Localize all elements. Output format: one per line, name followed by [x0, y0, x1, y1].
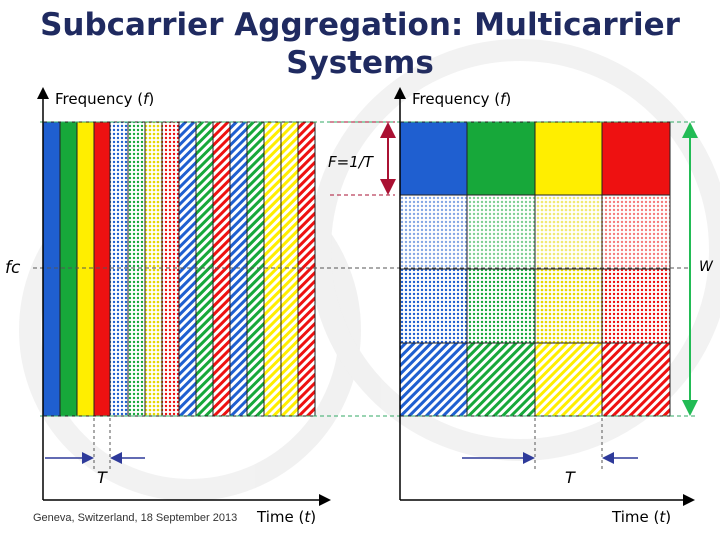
title-line-1: Subcarrier Aggregation: Multicarrier	[40, 7, 680, 43]
left-strip	[196, 122, 213, 416]
left-strip	[179, 122, 196, 416]
right-axes	[394, 87, 695, 506]
left-strip	[110, 122, 128, 416]
left-strip	[162, 122, 179, 416]
right-period-marker	[462, 418, 638, 470]
grid-cell	[467, 122, 535, 195]
right-period-label: T	[565, 468, 576, 487]
left-y-axis-label: Frequency (f)	[55, 90, 154, 108]
spacing-label: F=1/T	[328, 153, 375, 171]
right-subcarrier-grid	[399, 121, 671, 417]
left-strip	[60, 122, 77, 416]
grid-cell	[535, 269, 602, 343]
left-strip	[94, 122, 110, 416]
grid-cell	[535, 343, 602, 416]
bandwidth-label: W	[699, 259, 714, 275]
left-x-axis-label: Time (t)	[256, 508, 316, 526]
left-period-marker	[45, 418, 145, 470]
left-strip	[298, 122, 315, 416]
left-strip	[213, 122, 230, 416]
left-strip	[230, 122, 247, 416]
grid-cell	[535, 195, 602, 269]
grid-cell	[535, 122, 602, 195]
right-x-axis-label: Time (t)	[611, 508, 671, 526]
slide-title: Subcarrier Aggregation: Multicarrier Sys…	[0, 6, 720, 82]
title-line-2: Systems	[286, 45, 434, 81]
grid-cell	[400, 195, 467, 269]
grid-cell	[467, 269, 535, 343]
left-subcarrier-strips	[42, 121, 316, 417]
grid-cell	[467, 195, 535, 269]
right-y-axis-label: Frequency (f)	[412, 90, 511, 108]
grid-cell	[602, 122, 670, 195]
left-period-label: T	[97, 468, 108, 487]
left-strip	[281, 122, 298, 416]
grid-cell	[400, 269, 467, 343]
left-axes	[37, 87, 331, 506]
grid-cell	[602, 343, 670, 416]
left-strip	[77, 122, 94, 416]
spacing-guide-lines	[330, 121, 395, 196]
grid-cell	[602, 195, 670, 269]
slide-footer: Geneva, Switzerland, 18 September 2013	[33, 512, 238, 524]
left-strip	[128, 122, 145, 416]
grid-cell	[602, 269, 670, 343]
left-strip	[43, 122, 60, 416]
left-strip	[264, 122, 281, 416]
center-frequency-label: fc	[5, 258, 21, 278]
grid-cell	[400, 122, 467, 195]
grid-cell	[400, 343, 467, 416]
left-strip	[145, 122, 162, 416]
grid-cell	[467, 343, 535, 416]
left-strip	[247, 122, 264, 416]
